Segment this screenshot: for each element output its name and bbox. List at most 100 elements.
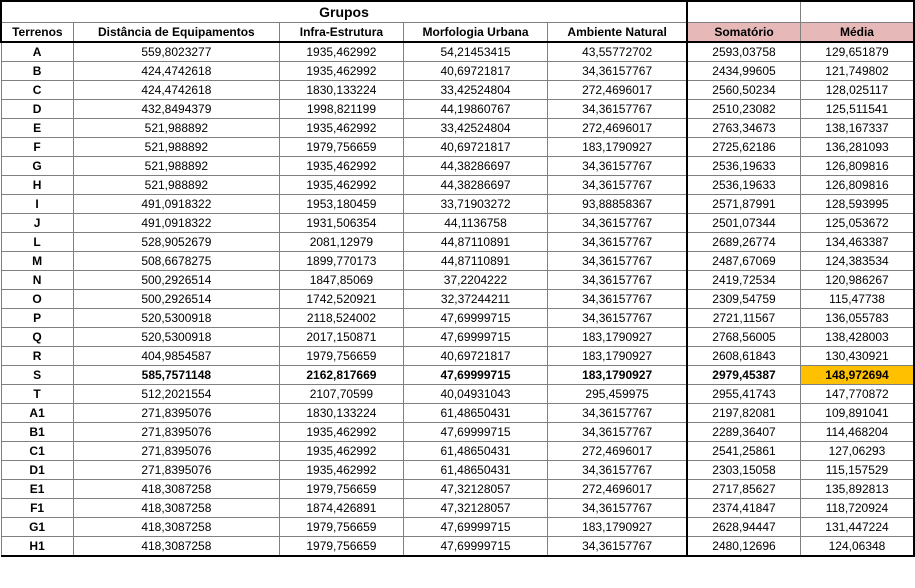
cell-distancia: 500,2926514 [73,290,279,309]
cell-somatorio: 2541,25861 [687,442,800,461]
cell-infra: 1935,462992 [280,42,404,62]
cell-terreno: C1 [1,442,73,461]
cell-morfologia: 37,2204222 [403,271,547,290]
cell-infra: 1953,180459 [280,195,404,214]
cell-somatorio: 2309,54759 [687,290,800,309]
cell-morfologia: 47,69999715 [403,518,547,537]
cell-media: 127,06293 [800,442,914,461]
table-row: J491,09183221931,50635444,113675834,3615… [1,214,914,233]
cell-infra: 1979,756659 [280,537,404,557]
cell-distancia: 521,988892 [73,176,279,195]
cell-terreno: B [1,62,73,81]
cell-somatorio: 2571,87991 [687,195,800,214]
table-row: I491,09183221953,18045933,7190327293,888… [1,195,914,214]
cell-media: 126,809816 [800,157,914,176]
cell-infra: 2017,150871 [280,328,404,347]
table-row: A559,80232771935,46299254,2145341543,557… [1,42,914,62]
cell-distancia: 521,988892 [73,138,279,157]
cell-terreno: O [1,290,73,309]
cell-morfologia: 47,32128057 [403,499,547,518]
cell-somatorio: 2725,62186 [687,138,800,157]
cell-somatorio: 2303,15058 [687,461,800,480]
cell-infra: 1935,462992 [280,157,404,176]
cell-somatorio: 2717,85627 [687,480,800,499]
cell-somatorio: 2374,41847 [687,499,800,518]
table-row: D1271,83950761935,46299261,4865043134,36… [1,461,914,480]
cell-media: 121,749802 [800,62,914,81]
cell-somatorio: 2501,07344 [687,214,800,233]
cell-morfologia: 44,38286697 [403,157,547,176]
cell-infra: 1935,462992 [280,423,404,442]
hdr-terrenos: Terrenos [1,23,73,43]
cell-terreno: F [1,138,73,157]
cell-infra: 1830,133224 [280,404,404,423]
cell-ambiente: 183,1790927 [548,138,687,157]
table-row: F1418,30872581874,42689147,3212805734,36… [1,499,914,518]
cell-morfologia: 47,69999715 [403,309,547,328]
cell-ambiente: 34,36157767 [548,423,687,442]
cell-somatorio: 2955,41743 [687,385,800,404]
cell-media: 135,892813 [800,480,914,499]
title-row: Grupos [1,1,914,23]
table-row: B424,47426181935,46299240,6972181734,361… [1,62,914,81]
hdr-media: Média [800,23,914,43]
cell-morfologia: 44,19860767 [403,100,547,119]
cell-ambiente: 34,36157767 [548,461,687,480]
cell-somatorio: 2768,56005 [687,328,800,347]
cell-somatorio: 2560,50234 [687,81,800,100]
table-row: C1271,83950761935,46299261,48650431272,4… [1,442,914,461]
cell-somatorio: 2419,72534 [687,271,800,290]
cell-terreno: E1 [1,480,73,499]
cell-morfologia: 40,04931043 [403,385,547,404]
cell-media: 147,770872 [800,385,914,404]
cell-media: 134,463387 [800,233,914,252]
cell-media: 125,511541 [800,100,914,119]
cell-terreno: Q [1,328,73,347]
cell-terreno: E [1,119,73,138]
cell-ambiente: 34,36157767 [548,290,687,309]
cell-ambiente: 183,1790927 [548,347,687,366]
cell-terreno: D [1,100,73,119]
cell-somatorio: 2434,99605 [687,62,800,81]
cell-media: 125,053672 [800,214,914,233]
cell-ambiente: 295,459975 [548,385,687,404]
cell-morfologia: 47,32128057 [403,480,547,499]
cell-morfologia: 33,42524804 [403,81,547,100]
cell-media: 115,47738 [800,290,914,309]
cell-media: 138,428003 [800,328,914,347]
cell-infra: 1979,756659 [280,480,404,499]
cell-infra: 1874,426891 [280,499,404,518]
cell-infra: 1935,462992 [280,176,404,195]
cell-ambiente: 272,4696017 [548,480,687,499]
cell-infra: 1935,462992 [280,119,404,138]
cell-somatorio: 2487,67069 [687,252,800,271]
cell-terreno: P [1,309,73,328]
table-row: M508,66782751899,77017344,8711089134,361… [1,252,914,271]
cell-distancia: 404,9854587 [73,347,279,366]
cell-ambiente: 183,1790927 [548,366,687,385]
cell-somatorio: 2721,11567 [687,309,800,328]
cell-media: 131,447224 [800,518,914,537]
cell-distancia: 585,7571148 [73,366,279,385]
cell-somatorio: 2480,12696 [687,537,800,557]
cell-media: 136,281093 [800,138,914,157]
cell-terreno: B1 [1,423,73,442]
cell-distancia: 424,4742618 [73,62,279,81]
cell-distancia: 512,2021554 [73,385,279,404]
table-row: E521,9888921935,46299233,42524804272,469… [1,119,914,138]
cell-somatorio: 2763,34673 [687,119,800,138]
cell-somatorio: 2197,82081 [687,404,800,423]
cell-morfologia: 61,48650431 [403,404,547,423]
cell-distancia: 508,6678275 [73,252,279,271]
cell-ambiente: 34,36157767 [548,233,687,252]
table-row: O500,29265141742,52092132,3724421134,361… [1,290,914,309]
cell-distancia: 520,5300918 [73,328,279,347]
table-row: N500,29265141847,8506937,220422234,36157… [1,271,914,290]
cell-distancia: 500,2926514 [73,271,279,290]
title-cell: Grupos [1,1,687,23]
cell-somatorio: 2289,36407 [687,423,800,442]
cell-morfologia: 32,37244211 [403,290,547,309]
cell-infra: 2107,70599 [280,385,404,404]
cell-somatorio: 2979,45387 [687,366,800,385]
cell-infra: 1899,770173 [280,252,404,271]
